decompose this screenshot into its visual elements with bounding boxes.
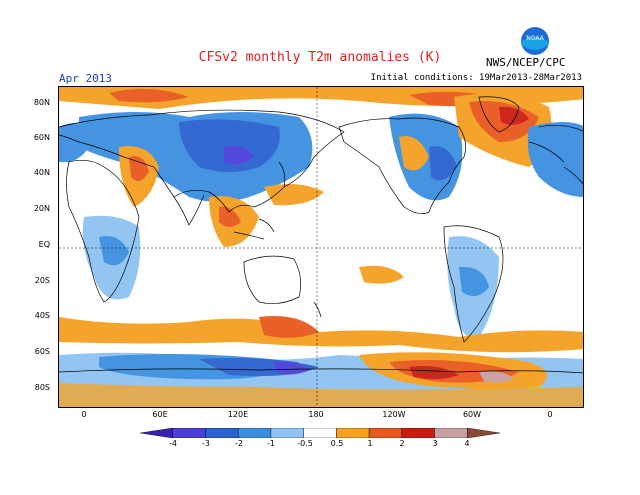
colorbar-cell: [140, 428, 173, 438]
lat-label-40n: 40N: [33, 168, 50, 177]
agency-label: NWS/NCEP/CPC: [486, 56, 566, 69]
colorbar-label: -0.5: [297, 439, 313, 448]
colorbar-cell: [368, 428, 403, 438]
lat-label-eq: EQ: [38, 240, 50, 249]
colorbar-label: -4: [169, 439, 177, 448]
colorbar-label: 1: [367, 439, 373, 448]
noaa-logo: NOAA: [521, 27, 549, 55]
colorbar-cell: [237, 428, 272, 438]
lon-label-120w: 120W: [382, 410, 406, 419]
lat-label-20n: 20N: [33, 204, 50, 213]
noaa-logo-text: NOAA: [526, 35, 544, 42]
colorbar-label: -1: [267, 439, 275, 448]
lon-label-60e: 60E: [152, 410, 168, 419]
lat-label-40s: 40S: [34, 311, 50, 320]
map-canvas: [59, 87, 583, 407]
colorbar: [140, 428, 500, 438]
colorbar-cell: [205, 428, 239, 438]
lon-label-0-east: 0: [547, 410, 553, 419]
colorbar-label: 3: [432, 439, 438, 448]
colorbar-label: 0.5: [330, 439, 344, 448]
colorbar-label: -3: [202, 439, 210, 448]
lat-label-80s: 80S: [34, 383, 50, 392]
coastlines: [59, 96, 583, 374]
colorbar-cell: [434, 428, 468, 438]
colorbar-cell: [467, 428, 500, 438]
colorbar-label: 2: [399, 439, 405, 448]
lat-label-20s: 20S: [34, 276, 50, 285]
anomaly-fields: [59, 87, 583, 407]
lat-label-60s: 60S: [34, 347, 50, 356]
initial-conditions: Initial conditions: 19Mar2013-28Mar2013: [370, 73, 582, 83]
chart-title: CFSv2 monthly T2m anomalies (K): [198, 50, 442, 65]
colorbar-label: -2: [235, 439, 243, 448]
colorbar-cell: [172, 428, 206, 438]
lon-label-0: 0: [81, 410, 87, 419]
colorbar-cell: [401, 428, 435, 438]
lon-label-180: 180: [308, 410, 324, 419]
lon-label-120e: 120E: [227, 410, 249, 419]
colorbar-label: 4: [464, 439, 470, 448]
forecast-period: Apr 2013: [59, 72, 112, 85]
colorbar-cell: [270, 428, 304, 438]
lat-label-80n: 80N: [33, 98, 50, 107]
lat-label-60n: 60N: [33, 133, 50, 142]
lon-label-60w: 60W: [462, 410, 482, 419]
graticule: [59, 87, 583, 407]
colorbar-cell: [303, 428, 337, 438]
colorbar-cell: [336, 428, 370, 438]
anomaly-map: [58, 86, 584, 408]
